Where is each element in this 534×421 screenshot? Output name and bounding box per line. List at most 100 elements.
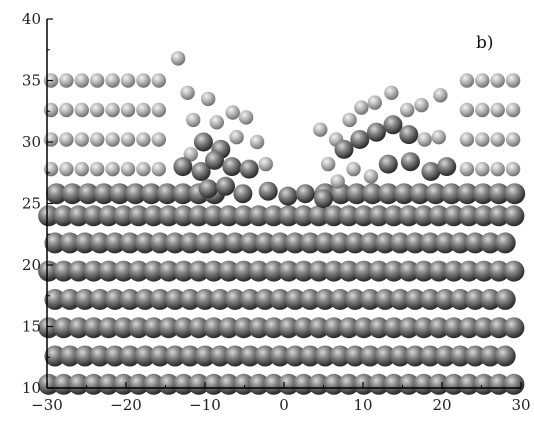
y-tick-label: 40: [22, 10, 41, 28]
substrate-atom: [149, 288, 171, 310]
substrate-atom: [284, 288, 306, 310]
adatom: [151, 102, 166, 118]
substrate-atom: [374, 345, 396, 367]
displaced-atom: [239, 159, 259, 179]
substrate-atom: [428, 317, 450, 339]
adatom: [136, 102, 151, 118]
x-tick-label: 10: [353, 396, 372, 414]
adatom: [505, 102, 521, 118]
substrate-atom: [473, 317, 495, 339]
displaced-atom: [201, 91, 216, 107]
substrate-atom: [233, 317, 255, 339]
adatom: [105, 132, 120, 147]
substrate-atom: [344, 288, 366, 310]
adatom: [151, 73, 166, 88]
substrate-atom: [194, 288, 216, 310]
substrate-atom: [389, 345, 411, 367]
adatom: [74, 73, 90, 88]
y-tick-label: 10: [22, 379, 41, 397]
substrate-atom: [329, 345, 351, 367]
substrate-atom: [323, 373, 345, 395]
surface-atom: [488, 183, 510, 205]
substrate-atom: [308, 373, 330, 395]
displaced-atom: [417, 132, 432, 147]
substrate-atom: [479, 288, 501, 310]
substrate-atom: [374, 288, 396, 310]
substrate-atom: [68, 317, 90, 339]
substrate-atom: [314, 288, 336, 310]
displaced-atom: [170, 51, 186, 66]
substrate-atom: [329, 288, 351, 310]
substrate-atom: [188, 260, 210, 282]
displaced-atom: [191, 162, 211, 181]
surface-atom: [93, 183, 115, 205]
substrate-atom: [464, 232, 486, 254]
displaced-atom: [173, 157, 193, 177]
substrate-atom: [353, 373, 375, 395]
substrate-atom: [434, 288, 456, 310]
substrate-atom: [449, 288, 471, 310]
substrate-atom: [143, 260, 165, 282]
substrate-atom: [74, 232, 96, 254]
substrate-atom: [218, 260, 240, 282]
substrate-atom: [83, 260, 105, 282]
substrate-atom: [383, 317, 405, 339]
substrate-atom: [293, 373, 315, 395]
substrate-atom: [374, 232, 396, 254]
substrate-atom: [293, 260, 315, 282]
y-tick-label: 20: [22, 256, 41, 274]
displaced-atom: [437, 157, 457, 177]
substrate-atom: [158, 317, 180, 339]
displaced-atom: [350, 130, 370, 149]
substrate-atom: [98, 260, 120, 282]
substrate-atom: [68, 205, 90, 227]
substrate-atom: [134, 288, 156, 310]
displaced-atom: [414, 97, 429, 113]
displaced-atom: [378, 154, 398, 174]
substrate-atom: [119, 345, 141, 367]
substrate-atom: [413, 205, 435, 227]
adatom: [459, 161, 475, 177]
substrate-atom: [248, 205, 270, 227]
substrate-atom: [428, 205, 450, 227]
surface-atom: [61, 183, 83, 205]
displaced-atom: [249, 134, 265, 150]
displaced-atom: [229, 129, 244, 145]
adatom: [151, 132, 166, 147]
surface-atom: [472, 183, 494, 205]
substrate-atom: [323, 205, 345, 227]
substrate-atom: [254, 232, 276, 254]
substrate-atom: [254, 288, 276, 310]
substrate-atom: [53, 373, 75, 395]
substrate-atom: [353, 205, 375, 227]
substrate-atom: [383, 260, 405, 282]
substrate-atom: [458, 317, 480, 339]
y-tick-label: 30: [22, 133, 41, 151]
substrate-atom: [128, 260, 150, 282]
substrate-atom: [299, 345, 321, 367]
substrate-atom: [473, 205, 495, 227]
substrate-atom: [239, 232, 261, 254]
adatom: [120, 161, 136, 177]
surface-atom: [125, 183, 146, 205]
substrate-atom: [428, 373, 450, 395]
substrate-atom: [293, 317, 315, 339]
substrate-atom: [413, 260, 435, 282]
substrate-atom: [83, 317, 105, 339]
displaced-atom: [400, 152, 420, 172]
substrate-atom: [194, 345, 216, 367]
displaced-atom: [278, 186, 298, 206]
surface-atom: [362, 183, 383, 205]
displaced-atom: [205, 150, 224, 170]
substrate-atom: [263, 373, 285, 395]
displaced-atom: [238, 110, 254, 125]
substrate-atom: [173, 317, 195, 339]
y-ticks: 40 35 30 25 20 15 10: [22, 10, 53, 397]
substrate-atom: [488, 260, 510, 282]
substrate-atom: [89, 345, 111, 367]
surface-atom: [425, 183, 447, 205]
substrate-atom: [149, 232, 171, 254]
substrate-atom: [68, 260, 90, 282]
substrate-atom: [359, 232, 381, 254]
substrate-atom: [143, 373, 165, 395]
